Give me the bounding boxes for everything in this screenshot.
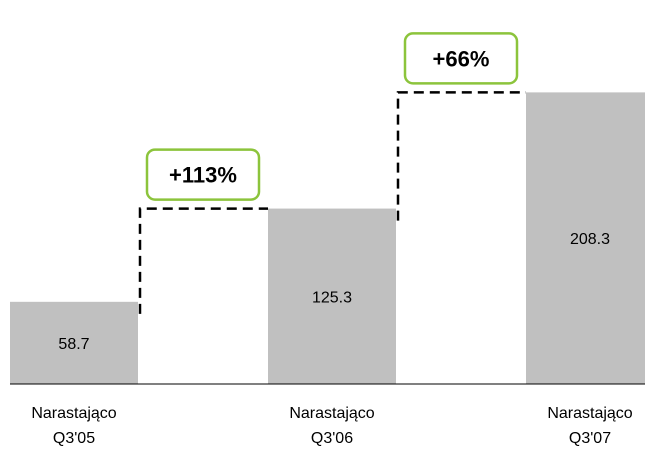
growth-connectors [138,91,526,314]
growth-badge-label-2: +66% [433,46,490,71]
bar-value-label-2: 125.3 [312,289,352,306]
bar-1 [10,301,138,384]
growth-badge-label-1: +113% [169,163,237,188]
category-label-3-line2: Q3'07 [569,430,611,447]
category-labels: Narastająco Q3'05 Narastająco Q3'06 Narastaj… [31,405,632,447]
bar-2 [268,208,396,384]
category-label-2-line2: Q3'06 [311,430,353,447]
category-label-1-line1: Narastająco [31,405,116,422]
growth-badge-2 [403,32,519,85]
bars-group: 58.7 125.3 208.3 [10,92,645,384]
category-label-2-line1: Narastająco [289,405,374,422]
category-label-3-line1: Narastająco [547,405,632,422]
category-label-1-line2: Q3'05 [53,430,95,447]
growth-connector-2 [396,91,526,221]
growth-badges: +113% +66% [145,32,519,201]
growth-badge-1 [145,148,261,201]
bar-3 [526,92,645,384]
growth-connector-1 [138,207,268,314]
bar-value-label-1: 58.7 [58,336,89,353]
bar-value-label-3: 208.3 [570,231,610,248]
